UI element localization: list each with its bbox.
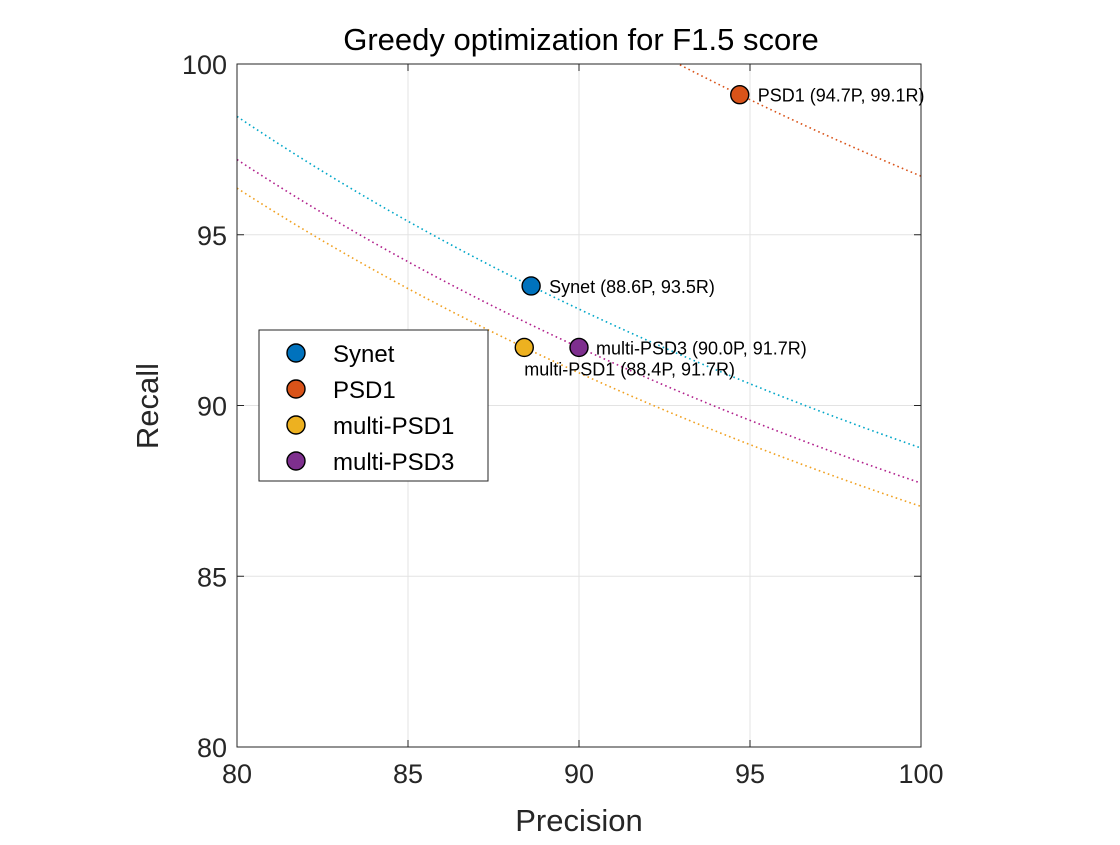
y-tick-label-100: 100: [182, 50, 227, 80]
axis-ticks: 80 85 90 95 100 80 85 90 95 100: [182, 50, 944, 789]
legend-label-multi-psd3: multi-PSD3: [333, 449, 454, 476]
point-label-psd1: PSD1 (94.7P, 99.1R): [758, 86, 925, 106]
legend-marker-psd1: [286, 379, 306, 399]
x-tick-label-85: 85: [393, 759, 423, 789]
iso-curve-psd1: [679, 64, 922, 177]
x-tick-label-90: 90: [564, 759, 594, 789]
x-tick-label-95: 95: [735, 759, 765, 789]
iso-f-score-curves: [236, 64, 922, 508]
x-tick-label-80: 80: [222, 759, 252, 789]
point-multi-psd3: [569, 337, 589, 358]
iso-curve-multi-psd1: [236, 187, 922, 508]
legend-marker-multi-psd3: [286, 451, 306, 471]
legend-marker-multi-psd1: [286, 415, 306, 435]
point-synet: [521, 276, 541, 296]
legend-marker-synet: [286, 343, 306, 363]
iso-curve-synet: [236, 115, 922, 449]
y-tick-label-95: 95: [197, 221, 227, 251]
x-tick-label-100: 100: [898, 759, 943, 789]
x-axis-label: Precision: [515, 803, 643, 838]
point-label-multi-psd1: multi-PSD1 (88.4P, 91.7R): [524, 359, 735, 379]
point-label-synet: Synet (88.6P, 93.5R): [549, 277, 715, 297]
legend-label-multi-psd1: multi-PSD1: [333, 413, 454, 440]
y-tick-label-85: 85: [197, 562, 227, 592]
y-tick-label-80: 80: [197, 733, 227, 763]
point-label-multi-psd3: multi-PSD3 (90.0P, 91.7R): [596, 338, 807, 358]
y-axis-label: Recall: [130, 363, 165, 449]
point-psd1: [730, 85, 750, 105]
chart-title: Greedy optimization for F1.5 score: [343, 22, 819, 57]
legend: Synet PSD1 multi-PSD1 multi-PSD3: [258, 329, 489, 482]
point-multi-psd1: [514, 337, 534, 358]
y-tick-label-90: 90: [197, 392, 227, 422]
data-points: Synet (88.6P, 93.5R) PSD1 (94.7P, 99.1R) m…: [514, 85, 925, 379]
legend-label-synet: Synet: [333, 341, 395, 368]
legend-label-psd1: PSD1: [333, 377, 396, 404]
